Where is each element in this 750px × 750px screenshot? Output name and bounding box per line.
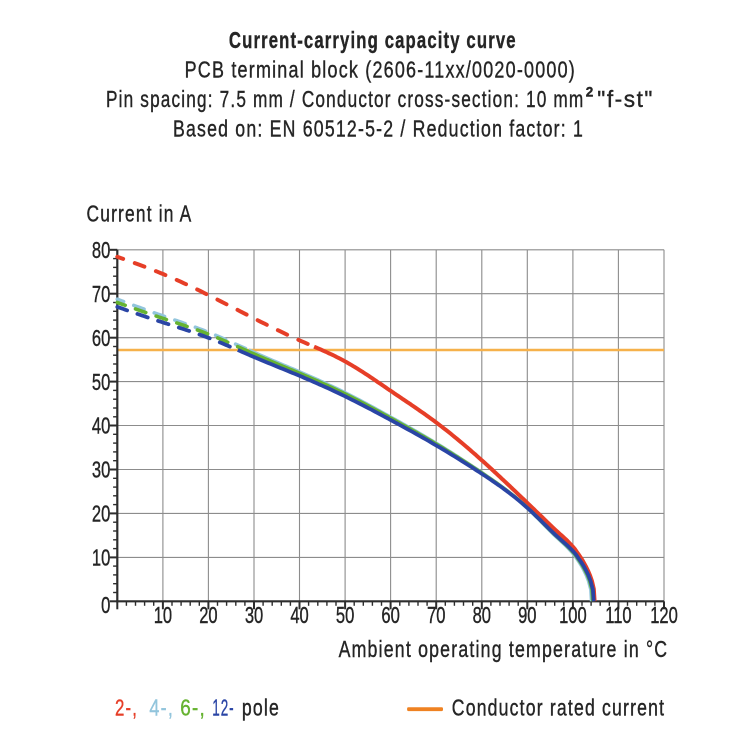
svg-text:20: 20 <box>199 604 217 629</box>
svg-text:70: 70 <box>427 604 445 629</box>
svg-text:90: 90 <box>518 604 536 629</box>
svg-text:"f-st": "f-st" <box>597 85 654 111</box>
svg-text:60: 60 <box>381 604 399 629</box>
svg-text:Conductor rated current: Conductor rated current <box>452 695 665 721</box>
svg-text:2-,: 2-, <box>115 695 138 721</box>
svg-text:50: 50 <box>92 370 110 395</box>
svg-text:0: 0 <box>101 594 110 619</box>
svg-text:Current-carrying capacity curv: Current-carrying capacity curve <box>229 29 517 54</box>
svg-text:30: 30 <box>245 604 263 629</box>
svg-text:80: 80 <box>92 238 110 263</box>
svg-text:120: 120 <box>650 604 678 629</box>
svg-text:12-: 12- <box>212 696 234 722</box>
svg-text:10: 10 <box>154 604 172 629</box>
svg-text:6-,: 6-, <box>180 694 206 720</box>
svg-text:20: 20 <box>92 502 110 527</box>
svg-text:Current in A: Current in A <box>87 201 193 227</box>
svg-text:100: 100 <box>559 604 587 629</box>
svg-text:10: 10 <box>92 546 110 571</box>
svg-text:40: 40 <box>92 414 110 439</box>
svg-text:Pin spacing: 7.5 mm / Conducto: Pin spacing: 7.5 mm / Conductor cross-se… <box>106 86 584 112</box>
svg-text:2: 2 <box>586 85 594 100</box>
svg-text:60: 60 <box>92 326 110 351</box>
svg-text:Ambient operating temperature: Ambient operating temperature in °C <box>339 637 669 663</box>
svg-text:40: 40 <box>290 604 308 629</box>
svg-text:110: 110 <box>605 604 631 629</box>
svg-text:30: 30 <box>92 458 110 483</box>
svg-text:pole: pole <box>242 695 280 721</box>
svg-text:Based on: EN 60512-5-2 / Reduc: Based on: EN 60512-5-2 / Reduction facto… <box>173 116 584 142</box>
svg-text:70: 70 <box>92 282 110 307</box>
svg-text:4-,: 4-, <box>149 695 174 721</box>
svg-text:PCB terminal block (2606-11xx/: PCB terminal block (2606-11xx/0020-0000) <box>185 57 576 83</box>
svg-text:80: 80 <box>473 604 491 629</box>
svg-text:50: 50 <box>336 604 354 629</box>
